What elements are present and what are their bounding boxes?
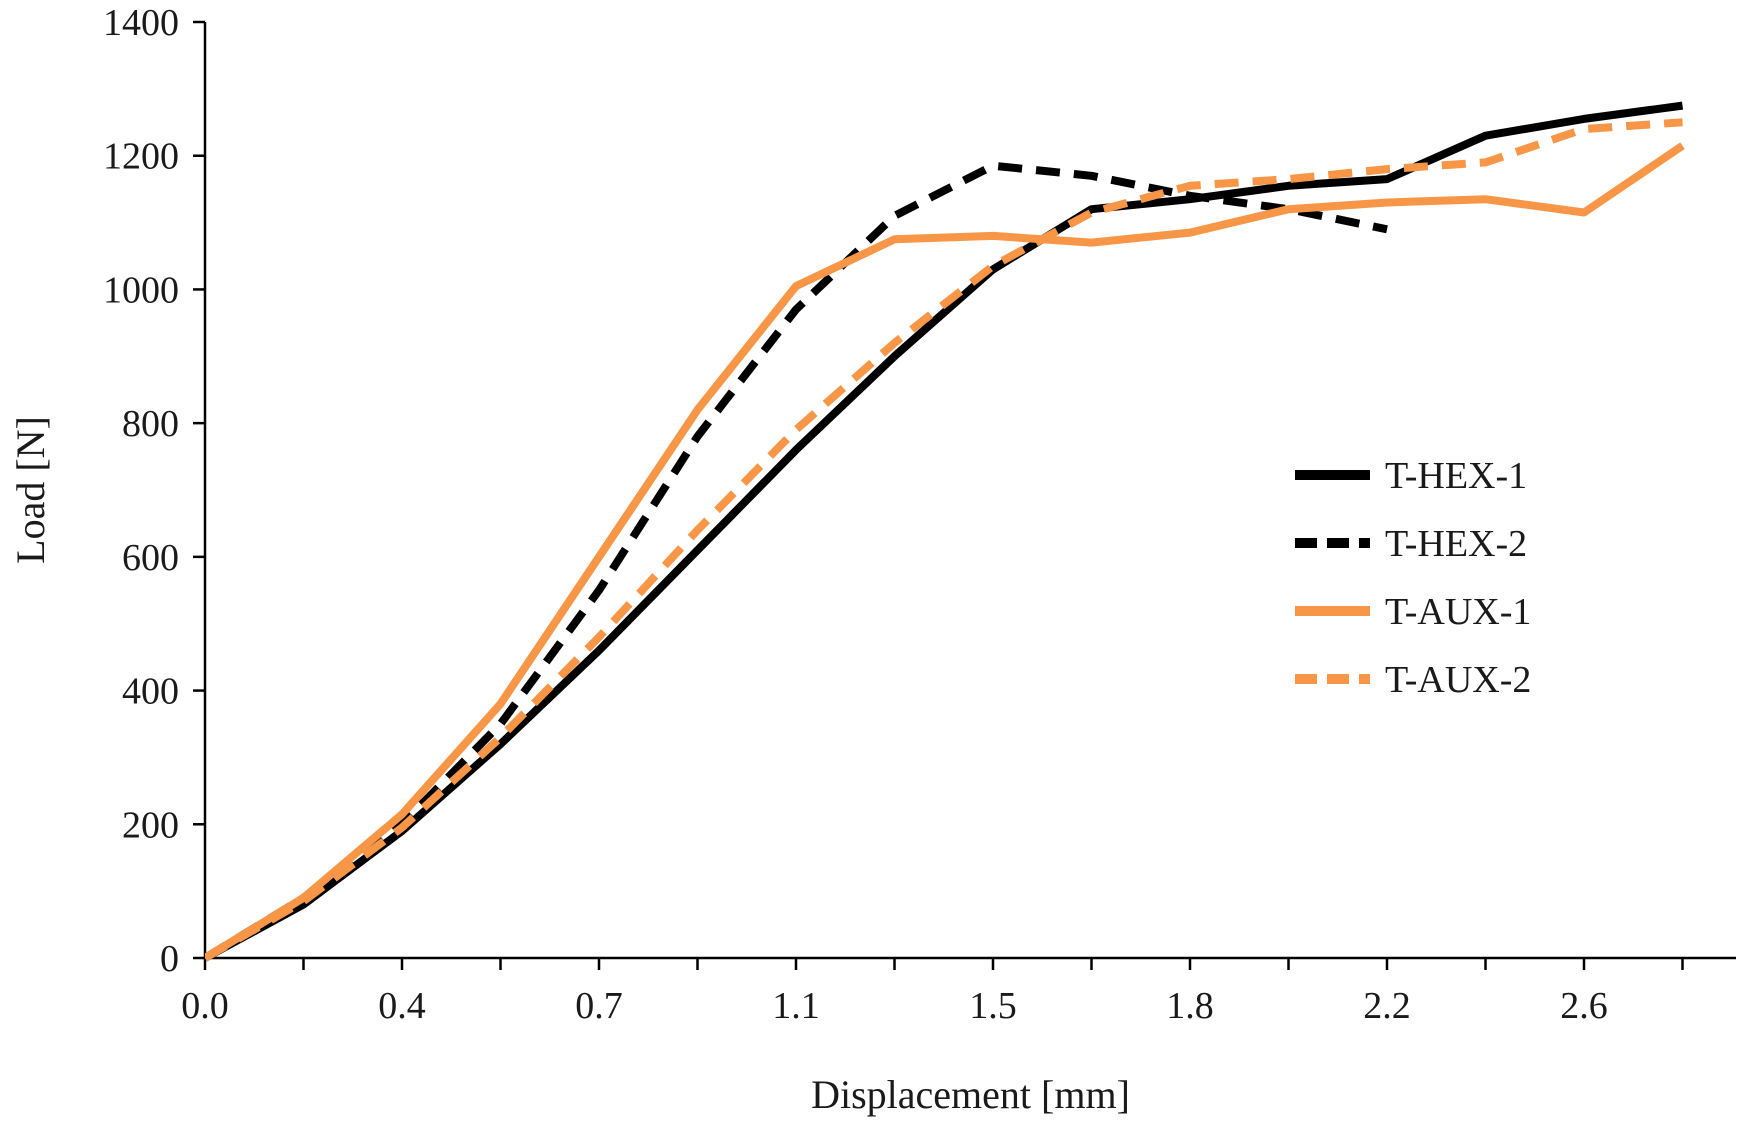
- x-tick-label: 0.4: [378, 985, 426, 1027]
- y-tick-label: 800: [122, 403, 179, 445]
- legend-label: T-HEX-1: [1385, 455, 1527, 497]
- legend: T-HEX-1 T-HEX-2 T-AUX-1 T-AUX-2: [1295, 455, 1531, 701]
- y-tick-label: 1000: [103, 269, 179, 311]
- y-tick-label: 600: [122, 537, 179, 579]
- x-tick-label: 0.7: [575, 985, 623, 1027]
- legend-label: T-AUX-1: [1385, 591, 1531, 633]
- y-tick-label: 1400: [103, 2, 179, 44]
- legend-label: T-AUX-2: [1385, 659, 1531, 701]
- y-tick-label: 400: [122, 671, 179, 713]
- x-tick-label: 1.5: [969, 985, 1017, 1027]
- legend-label: T-HEX-2: [1385, 523, 1527, 565]
- y-tick-label: 200: [122, 804, 179, 846]
- x-tick-label: 0.0: [181, 985, 229, 1027]
- y-tick-label: 0: [160, 938, 179, 980]
- x-tick-label: 1.1: [772, 985, 820, 1027]
- y-axis-title: Load [N]: [8, 416, 53, 564]
- series-line-t-hex-1: [205, 101, 1684, 962]
- series-line-t-aux-2: [205, 118, 1683, 962]
- x-tick-label: 2.6: [1560, 985, 1608, 1027]
- y-tick-label: 1200: [103, 136, 179, 178]
- series-lines: [205, 101, 1685, 962]
- x-tick-label: 1.8: [1166, 985, 1214, 1027]
- x-tick-label: 2.2: [1363, 985, 1411, 1027]
- axes: 0 200 400 600 800 1000 1200 1400 0.0 0.4 0.7 1.1 1.5…: [103, 2, 1736, 1027]
- series-line-t-aux-1: [205, 142, 1685, 962]
- x-axis-title: Displacement [mm]: [811, 1072, 1130, 1117]
